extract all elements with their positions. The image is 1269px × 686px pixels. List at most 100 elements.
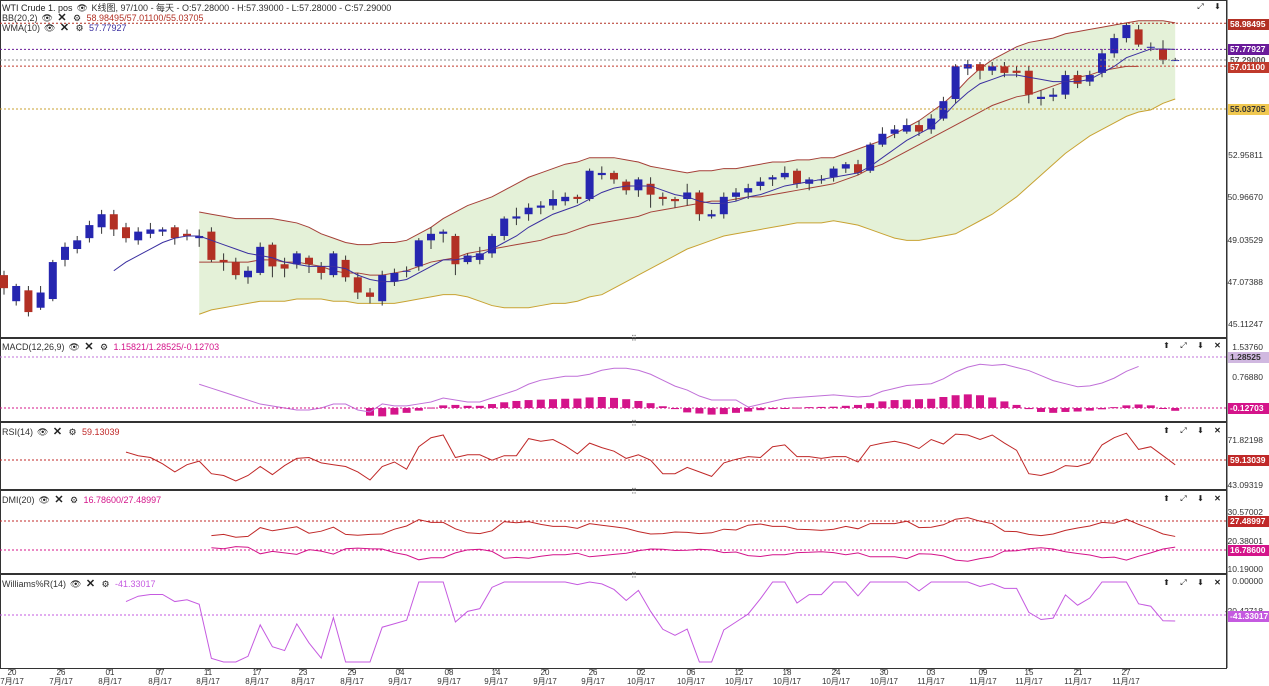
expand-icon[interactable]: ⤢ [1180, 426, 1187, 435]
close-icon[interactable]: ✕ [1214, 494, 1221, 503]
price-axis-label: 47.07388 [1227, 277, 1263, 287]
eye-icon[interactable]: 👁 [76, 2, 88, 13]
eye-icon[interactable]: 👁 [37, 426, 49, 437]
close-icon[interactable]: ✕ [1214, 578, 1221, 587]
candle-body [573, 196, 582, 200]
candle-body [732, 192, 740, 197]
candle-body [902, 125, 911, 132]
macd-histogram-bar [634, 400, 643, 408]
candle-body [719, 196, 728, 215]
dmi-axis-label: 30.57002 [1227, 507, 1263, 517]
candle-body [36, 292, 45, 308]
gear-icon[interactable]: ⚙ [68, 426, 77, 437]
bb-mid-line [199, 65, 1139, 276]
gear-icon[interactable]: ⚙ [69, 494, 79, 505]
panel-resize-handle[interactable]: ⠿ [631, 487, 637, 496]
candle-body [536, 205, 545, 208]
macd-histogram-bar [1000, 401, 1009, 408]
wma-label: WMA(10) [2, 22, 40, 33]
macd-histogram-bar [1110, 407, 1119, 409]
macd-histogram-bar [866, 403, 875, 408]
close-icon[interactable]: ✕ [57, 11, 67, 24]
expand-icon[interactable]: ⤢ [1180, 494, 1187, 503]
expand-icon[interactable]: ⤢ [1197, 2, 1204, 11]
eye-icon[interactable]: 👁 [38, 494, 50, 505]
close-icon[interactable]: ✕ [84, 340, 94, 353]
eye-icon[interactable]: 👁 [44, 22, 56, 33]
move-up-icon[interactable]: ⬆ [1163, 578, 1170, 587]
candle-body [0, 275, 8, 289]
move-down-icon[interactable]: ⬇ [1197, 341, 1204, 350]
candle-body [378, 275, 387, 302]
macd-histogram-bar [597, 397, 606, 408]
candle-body [939, 101, 948, 119]
close-icon[interactable]: ✕ [85, 577, 96, 590]
candle-body [329, 253, 338, 276]
candle-body [951, 66, 960, 99]
close-icon[interactable]: ✕ [52, 425, 63, 438]
close-icon[interactable]: ✕ [1214, 426, 1221, 435]
move-down-icon[interactable]: ⬇ [1197, 578, 1204, 587]
candle-body [97, 214, 106, 228]
macd-histogram-bar [622, 399, 631, 408]
close-icon[interactable]: ✕ [1214, 341, 1221, 350]
move-down-icon[interactable]: ⬇ [1214, 2, 1221, 11]
candle-body [646, 183, 655, 195]
gear-icon[interactable]: ⚙ [99, 341, 109, 352]
macd-histogram-bar [610, 397, 618, 408]
move-down-icon[interactable]: ⬇ [1197, 426, 1204, 435]
candle-body [1085, 75, 1094, 82]
date-axis-tick: 20 9月/17 [533, 668, 557, 686]
candle-body [122, 227, 130, 239]
candle-body [305, 257, 313, 265]
macd-histogram-bar [1085, 408, 1094, 411]
move-down-icon[interactable]: ⬇ [1197, 494, 1204, 503]
macd-histogram-bar [841, 405, 850, 408]
wma-tag: 57.77927 [1228, 44, 1269, 55]
eye-icon[interactable]: 👁 [41, 12, 53, 23]
gear-icon[interactable]: ⚙ [75, 22, 84, 33]
move-up-icon[interactable]: ⬆ [1163, 494, 1170, 503]
rsi-panel-controls: ⬆ ⤢ ⬇ ✕ [1161, 426, 1223, 436]
rsi-value: 59.13039 [82, 426, 120, 437]
date-axis-tick: 26 9月/17 [581, 668, 605, 686]
candle-body [549, 199, 557, 206]
macd-histogram-bar [475, 405, 484, 408]
candle-body [866, 144, 875, 171]
macd-axis-label: 0.76880 [1232, 372, 1263, 382]
panel-frame [0, 490, 1227, 574]
macd-histogram-bar [1037, 408, 1045, 412]
close-icon[interactable]: ✕ [54, 493, 64, 506]
eye-icon[interactable]: 👁 [70, 578, 82, 589]
move-up-icon[interactable]: ⬆ [1163, 341, 1170, 350]
main-panel-controls: ⤢ ⬇ [1195, 2, 1223, 12]
panel-resize-handle[interactable]: ⠿ [631, 419, 637, 428]
candle-body [841, 164, 850, 169]
candle-body [366, 292, 374, 297]
macd-histogram-bar [951, 395, 960, 408]
expand-icon[interactable]: ⤢ [1180, 578, 1187, 587]
gear-icon[interactable]: ⚙ [72, 12, 82, 23]
macd-histogram-bar [549, 399, 557, 408]
macd-histogram-bar [890, 400, 899, 408]
close-icon[interactable]: ✕ [59, 21, 70, 34]
macd-histogram-bar [1122, 405, 1131, 408]
candle-body [195, 235, 204, 239]
move-up-icon[interactable]: ⬆ [1163, 426, 1170, 435]
candle-body [854, 164, 862, 173]
candle-body [61, 246, 69, 260]
candle-body [280, 264, 289, 269]
candle-body [109, 214, 118, 230]
price-axis-label: 52.95811 [1228, 150, 1263, 160]
eye-icon[interactable]: 👁 [68, 341, 80, 352]
date-axis-tick: 24 10月/17 [821, 668, 851, 686]
dmi-minus-tag: 16.78600 [1228, 545, 1269, 556]
macd-histogram-bar [1012, 404, 1021, 408]
rsi-label: RSI(14) [2, 426, 34, 437]
panel-resize-handle[interactable]: ⠿ [631, 334, 637, 343]
bb-upper-tag: 58.98495 [1228, 19, 1269, 30]
macd-histogram-bar [817, 406, 826, 408]
gear-icon[interactable]: ⚙ [101, 578, 110, 589]
panel-resize-handle[interactable]: ⠿ [631, 571, 637, 580]
expand-icon[interactable]: ⤢ [1180, 341, 1187, 350]
